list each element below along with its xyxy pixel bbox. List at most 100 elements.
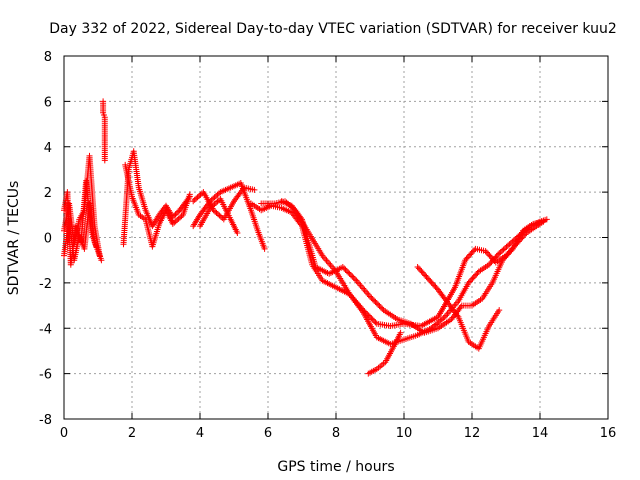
x-tick-label: 2 — [128, 426, 136, 441]
data-point — [207, 205, 214, 212]
data-point — [354, 279, 361, 286]
data-point — [414, 263, 421, 270]
data-point — [506, 241, 513, 248]
data-point — [174, 216, 181, 223]
data-point — [177, 214, 184, 221]
series-A3 — [61, 177, 100, 268]
axis-ticks: 0 2 4 6 8 10 12 14 16 -8 -6 -4 -2 0 2 4 6 8 — [39, 50, 616, 441]
data-point — [424, 275, 431, 282]
data-point — [372, 319, 379, 326]
data-point — [465, 279, 472, 286]
grid — [64, 56, 608, 419]
series-E2 — [278, 198, 547, 336]
data-point — [431, 282, 438, 289]
data-point — [322, 255, 329, 262]
x-tick-label: 10 — [396, 426, 413, 441]
y-tick-label: -2 — [39, 277, 52, 292]
data-point — [186, 191, 193, 198]
chart-title: Day 332 of 2022, Sidereal Day-to-day VTE… — [49, 21, 617, 37]
data-point — [368, 315, 375, 322]
data-point — [210, 195, 217, 202]
data-point — [357, 282, 364, 289]
x-axis-label: GPS time / hours — [277, 459, 394, 475]
data-point — [216, 212, 223, 219]
data-point — [470, 274, 477, 281]
data-point — [543, 216, 550, 223]
data-point — [432, 283, 439, 290]
data-point — [376, 303, 383, 310]
data-point — [473, 271, 480, 278]
data-point — [507, 240, 514, 247]
data-point — [491, 256, 498, 263]
data-point — [507, 248, 514, 255]
x-tick-label: 8 — [332, 426, 340, 441]
data-point — [467, 251, 474, 258]
data-point — [474, 269, 481, 276]
data-point — [418, 268, 425, 275]
data-point — [487, 260, 494, 267]
data-point — [341, 265, 348, 272]
data-point — [213, 209, 220, 216]
data-point — [211, 194, 218, 201]
data-point — [423, 273, 430, 280]
data-point — [346, 270, 353, 277]
series-B2 — [122, 161, 193, 250]
data-point — [215, 190, 222, 197]
data-point — [171, 219, 178, 226]
data-point — [101, 157, 108, 164]
data-point — [493, 253, 500, 260]
data-point — [540, 218, 547, 225]
data-point — [415, 265, 422, 272]
data-point — [452, 301, 459, 308]
data-point — [365, 291, 372, 298]
series-C3 — [197, 195, 241, 236]
y-tick-label: 4 — [44, 141, 52, 156]
data-point — [362, 288, 369, 295]
data-point — [443, 312, 450, 319]
data-point — [445, 309, 452, 316]
data-point — [494, 251, 501, 258]
data-point — [482, 248, 489, 255]
data-point — [172, 218, 179, 225]
data-point — [486, 252, 493, 259]
data-point — [214, 211, 221, 218]
data-point — [364, 290, 371, 297]
data-point — [251, 186, 258, 193]
data-point — [497, 249, 504, 256]
data-point — [503, 243, 510, 250]
data-point — [463, 255, 470, 262]
data-point — [427, 278, 434, 285]
data-point — [360, 285, 367, 292]
data-point — [397, 329, 404, 336]
x-tick-label: 0 — [60, 426, 68, 441]
data-point — [261, 245, 268, 252]
data-point — [487, 253, 494, 260]
data-point — [488, 258, 495, 265]
data-point — [210, 202, 217, 209]
x-tick-label: 16 — [600, 426, 617, 441]
data-point — [500, 255, 507, 262]
data-point — [326, 260, 333, 267]
series-C2 — [190, 184, 258, 223]
data-point — [464, 254, 471, 261]
data-point — [468, 250, 475, 257]
data-point — [213, 193, 220, 200]
data-point — [377, 304, 384, 311]
data-point — [422, 272, 429, 279]
data-point — [504, 251, 511, 258]
x-tick-label: 4 — [196, 426, 204, 441]
data-point — [208, 203, 215, 210]
data-point — [172, 211, 179, 218]
data-point — [503, 252, 510, 259]
data-point — [419, 269, 426, 276]
data-point — [178, 213, 185, 220]
data-point — [468, 277, 475, 284]
data-point — [214, 198, 221, 205]
data-point — [356, 280, 363, 287]
data-point — [462, 257, 469, 264]
data-point — [372, 298, 379, 305]
data-point — [171, 212, 178, 219]
data-point — [499, 247, 506, 254]
y-tick-label: -4 — [39, 322, 52, 337]
data-point — [486, 261, 492, 268]
